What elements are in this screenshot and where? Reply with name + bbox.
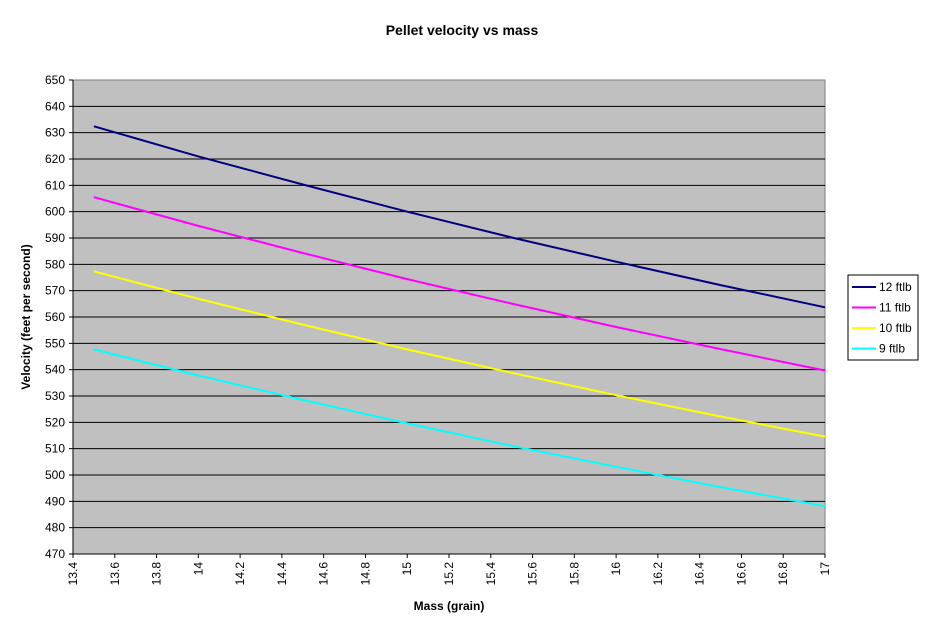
x-tick-labels: 13.4 13.6 13.8 14 14.2 14.4 14.6 14.8 15 15.2 15.4…: [66, 562, 832, 586]
x-tick-label: 15: [400, 562, 414, 576]
y-tick-label: 590: [45, 231, 65, 245]
x-tick-label: 13.8: [150, 562, 164, 586]
y-tick-label: 630: [45, 126, 65, 140]
y-tick-label: 570: [45, 284, 65, 298]
x-tick-label: 14: [191, 562, 205, 576]
y-tick-label: 480: [45, 521, 65, 535]
chart-title: Pellet velocity vs mass: [386, 22, 539, 38]
y-tick-label: 620: [45, 152, 65, 166]
x-tick-label: 14.4: [275, 562, 289, 586]
x-tick-label: 15.8: [567, 562, 581, 586]
x-tick-label: 15.6: [526, 562, 540, 586]
x-tick-label: 16.6: [734, 562, 748, 586]
legend-label: 10 ftlb: [879, 321, 912, 335]
series-line: [93, 348, 826, 508]
y-tick-labels: 470 480 490 500 510 520 530 540 550 560 570 580 590 6…: [45, 73, 65, 561]
y-tick-label: 640: [45, 99, 65, 113]
legend-label: 12 ftlb: [879, 280, 912, 294]
axes: [69, 79, 826, 558]
y-tick-label: 650: [45, 73, 65, 87]
y-tick-label: 600: [45, 205, 65, 219]
legend-box: [847, 274, 919, 361]
y-tick-label: 530: [45, 389, 65, 403]
x-tick-label: 14.8: [358, 562, 372, 586]
x-tick-label: 14.6: [317, 562, 331, 586]
y-tick-label: 580: [45, 257, 65, 271]
x-tick-label: 14.2: [233, 562, 247, 586]
x-tick-label: 15.4: [484, 562, 498, 586]
y-tick-label: 560: [45, 310, 65, 324]
x-tick-label: 16.4: [693, 562, 707, 586]
legend-label: 11 ftlb: [879, 301, 911, 315]
x-axis-title: Mass (grain): [414, 599, 485, 613]
grid-lines: [73, 105, 825, 529]
y-tick-label: 490: [45, 494, 65, 508]
series-line: [93, 270, 826, 438]
y-tick-label: 550: [45, 336, 65, 350]
y-tick-label: 510: [45, 442, 65, 456]
x-tick-label: 13.4: [66, 562, 80, 586]
x-tick-label: 17: [818, 562, 832, 576]
legend-label: 9 ftlb: [879, 342, 905, 356]
series-lines: [93, 125, 826, 508]
y-axis-title: Velocity (feet per second): [19, 244, 33, 389]
legend: 12 ftlb 11 ftlb 10 ftlb 9 ftlb: [847, 274, 919, 361]
series-line: [93, 125, 826, 309]
series-line: [93, 196, 826, 372]
y-tick-label: 610: [45, 178, 65, 192]
x-tick-label: 13.6: [108, 562, 122, 586]
x-tick-label: 16.8: [776, 562, 790, 586]
y-tick-label: 470: [45, 547, 65, 561]
x-tick-label: 15.2: [442, 562, 456, 586]
y-tick-label: 520: [45, 415, 65, 429]
x-tick-label: 16.2: [651, 562, 665, 586]
x-tick-label: 16: [609, 562, 623, 576]
y-tick-label: 500: [45, 468, 65, 482]
y-tick-label: 540: [45, 363, 65, 377]
